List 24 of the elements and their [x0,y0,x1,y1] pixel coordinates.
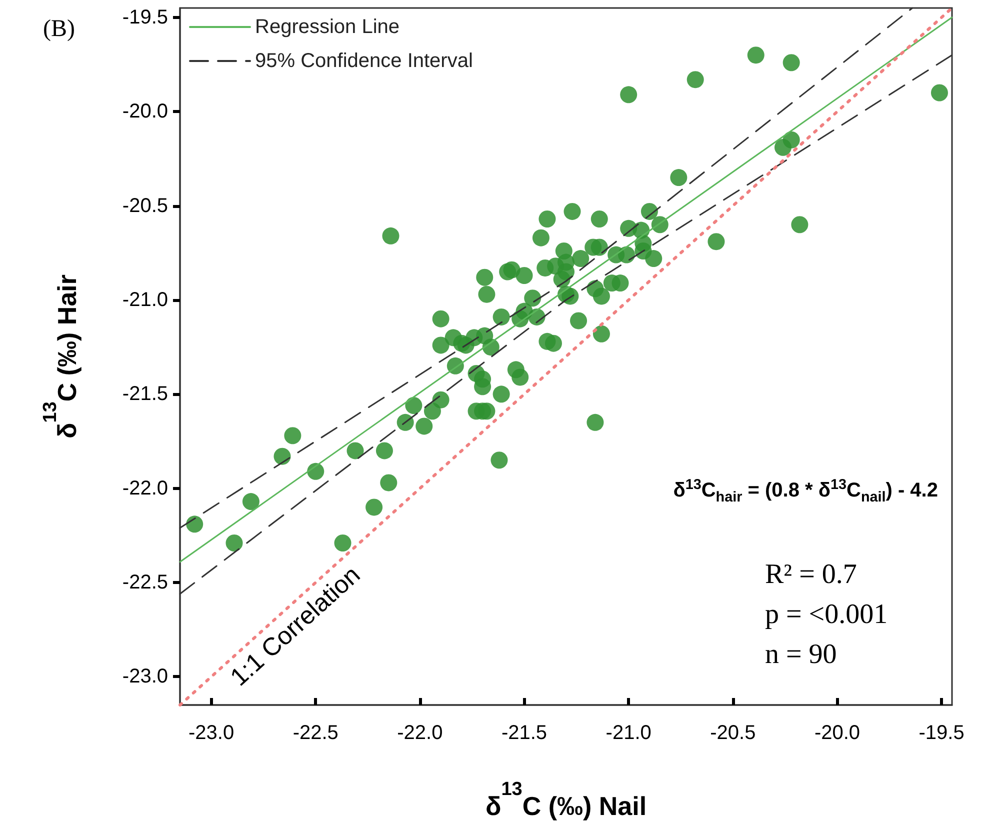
text: δ$^{13}$C$_{hair}$ = (0.8 * δ$^{13}$C$_{nail}$) - 4.2 [673,477,938,506]
y-tick-label: -20.5 [122,194,168,217]
chart-title: (B) [43,16,75,42]
y-tick-label: -19.5 [122,6,168,28]
annotation: p = <0.001 [765,599,888,631]
y-tick-label: -21.5 [122,383,168,406]
x-tick-label: -21.5 [501,722,548,744]
annotation: R² = 0.7 [765,559,857,591]
x-tick-label: -20.0 [814,722,860,744]
annotation: n = 90 [765,639,837,671]
y-tick-label: -21.0 [122,288,168,311]
y-tick-label: -22.5 [122,572,168,594]
legend-label: Regression Line [255,16,400,38]
y-tick-label: -20.0 [122,100,168,123]
x-tick-label: -19.5 [918,722,964,744]
y-axis-title: δ13C (‰) Hair [40,274,82,439]
legend-label: 95% Confidence Interval [255,50,473,72]
x-tick-label: -23.0 [188,722,234,744]
y-tick-label: -23.0 [122,666,168,688]
x-tick-label: -20.5 [710,722,756,744]
x-tick-label: -21.0 [606,722,652,744]
y-tick-label: -22.0 [122,477,168,500]
x-tick-label: -22.0 [397,722,443,744]
x-tick-label: -22.5 [292,722,338,744]
